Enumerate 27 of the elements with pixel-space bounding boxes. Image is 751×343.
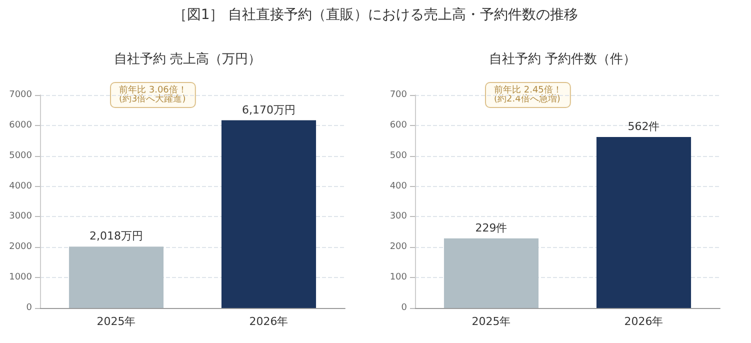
y-tick-label: 2000 (9, 242, 32, 252)
x-tick-label: 2026年 (249, 315, 288, 328)
data-label: 229件 (475, 221, 508, 234)
text: ［図1］ 自社直接予約（直販）における売上高・予約件数の推移 (172, 6, 580, 25)
x-tick-label: 2025年 (472, 315, 511, 328)
y-tick-label: 300 (390, 212, 408, 222)
y-tick-label: 4000 (9, 181, 32, 192)
data-label: 562件 (628, 120, 660, 133)
y-tick-label: 400 (390, 181, 408, 192)
y-tick-label: 5000 (9, 150, 32, 161)
y-tick-label: 6000 (9, 120, 32, 130)
y-tick-label: 100 (390, 272, 408, 283)
data-label: 2,018万円 (90, 230, 143, 243)
x-tick-label: 2026年 (624, 315, 664, 328)
y-tick-label: 600 (390, 120, 408, 130)
y-tick-label: 200 (390, 242, 408, 252)
y-tick-label: 0 (26, 303, 32, 313)
y-tick-label: 0 (401, 303, 408, 313)
y-tick-label: 500 (390, 150, 408, 161)
y-tick-label: 3000 (9, 212, 32, 222)
chart-title: 自社予約 予約件数（件） (488, 52, 636, 67)
chart-subtitle: 自社予約 売上高（万円） (114, 51, 262, 67)
x-tick-label: 2025年 (96, 315, 136, 328)
y-tick-label: 700 (390, 90, 408, 100)
y-tick-label: 7000 (9, 90, 32, 100)
data-label: 6,170万円 (242, 103, 296, 116)
y-tick-label: 1000 (9, 272, 32, 283)
